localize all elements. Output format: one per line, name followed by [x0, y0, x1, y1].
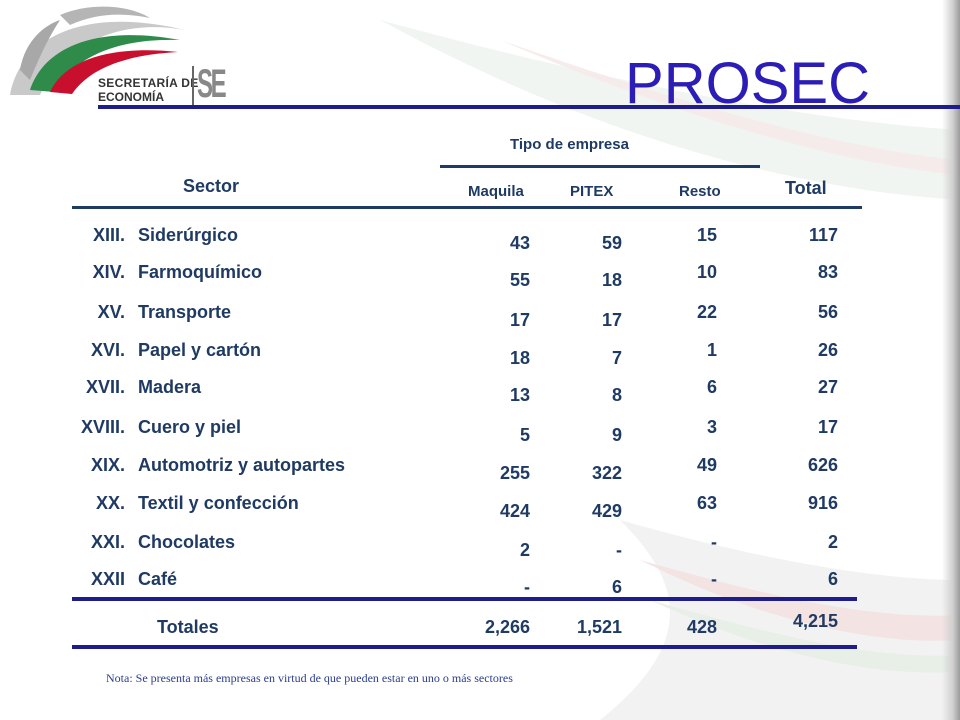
table-row: XX. Textil y confección 424 429 63 916 — [0, 493, 960, 523]
sector-roman-numeral: XIII. — [92, 225, 125, 245]
pitex-value: 9 — [611, 425, 622, 445]
table-row: XVII. Madera 13 8 6 27 — [0, 377, 960, 407]
table-row: XIV. Farmoquímico 55 18 10 83 — [0, 262, 960, 292]
sector-name: Siderúrgico — [138, 225, 239, 245]
table-row: XIII. Siderúrgico 43 59 15 117 — [0, 225, 960, 255]
totals-top-divider — [72, 597, 857, 601]
table-row: XVIII. Cuero y piel 5 9 3 17 — [0, 417, 960, 447]
resto-value: 63 — [696, 493, 717, 513]
maquila-value: 5 — [519, 425, 530, 445]
right-edge-shadow — [942, 0, 960, 720]
table-row: XVI. Papel y cartón 18 7 1 26 — [0, 340, 960, 370]
total-value: 6 — [827, 569, 838, 589]
sector-roman-numeral: XVI. — [90, 340, 125, 360]
maquila-value: 18 — [509, 348, 530, 368]
sector-roman-numeral: XVIII. — [80, 417, 125, 437]
sector-header: Sector — [183, 176, 240, 196]
total-value: 17 — [817, 417, 838, 437]
logo-line-1: SECRETARÍA DE — [98, 76, 199, 90]
pitex-value: 59 — [601, 233, 622, 253]
total-value: 56 — [817, 302, 838, 322]
pitex-value: 18 — [601, 270, 622, 290]
sector-roman-numeral: XXI. — [90, 532, 125, 552]
maquila-value: 17 — [509, 310, 530, 330]
resto-value: - — [711, 532, 717, 552]
pitex-value: 6 — [611, 577, 622, 597]
logo-wordmark: SECRETARÍA DE ECONOMÍA — [98, 76, 199, 104]
sector-name: Café — [138, 569, 178, 589]
resto-value: 3 — [706, 417, 717, 437]
tipo-empresa-header: Tipo de empresa — [510, 136, 629, 153]
sector-name: Transporte — [138, 302, 232, 322]
sector-roman-numeral: XXII — [90, 569, 125, 589]
total-value: 626 — [807, 455, 838, 475]
sector-name: Papel y cartón — [138, 340, 262, 360]
sector-name: Chocolates — [138, 532, 236, 552]
table-row: XIX. Automotriz y autopartes 255 322 49 626 — [0, 455, 960, 485]
footnote: Nota: Se presenta más empresas en virtud… — [106, 671, 513, 685]
resto-value: 10 — [696, 262, 717, 282]
sector-roman-numeral: XV. — [97, 302, 125, 322]
resto-value: 15 — [696, 225, 717, 245]
sector-roman-numeral: XVII. — [85, 377, 125, 397]
pitex-value: - — [616, 540, 622, 560]
resto-value: 6 — [706, 377, 717, 397]
maquila-value: 13 — [509, 385, 530, 405]
title-divider — [98, 105, 960, 109]
resto-header: Resto — [679, 183, 721, 200]
secretaria-economia-logo: SECRETARÍA DE ECONOMÍA SE — [0, 0, 240, 110]
maquila-value: 255 — [499, 463, 530, 483]
pitex-value: 429 — [591, 501, 622, 521]
sector-name: Textil y confección — [138, 493, 299, 513]
total-value: 26 — [817, 340, 838, 360]
table-row: XXII Café - 6 - 6 — [0, 569, 960, 599]
sector-roman-numeral: XIX. — [90, 455, 125, 475]
table-row: XXI. Chocolates 2 - - 2 — [0, 532, 960, 562]
sector-roman-numeral: XX. — [95, 493, 125, 513]
totals-bottom-divider — [72, 645, 857, 649]
maquila-value: 55 — [509, 270, 530, 290]
resto-value: - — [711, 569, 717, 589]
total-header: Total — [785, 178, 827, 198]
total-value: 2 — [827, 532, 838, 552]
resto-value: 22 — [696, 302, 717, 322]
logo-se-mark: SE — [197, 62, 227, 106]
sector-roman-numeral: XIV. — [92, 262, 125, 282]
totals-pitex: 1,521 — [576, 617, 622, 637]
total-value: 27 — [817, 377, 838, 397]
tipo-empresa-divider — [440, 165, 760, 168]
pitex-value: 322 — [591, 463, 622, 483]
maquila-value: 43 — [509, 233, 530, 253]
totals-label: Totales — [157, 617, 219, 637]
totals-row: Totales 2,266 1,521 428 4,215 — [0, 611, 960, 647]
total-value: 117 — [808, 225, 838, 245]
pitex-value: 7 — [611, 348, 622, 368]
total-value: 83 — [817, 262, 838, 282]
maquila-value: 2 — [519, 540, 530, 560]
resto-value: 1 — [706, 340, 717, 360]
pitex-value: 17 — [601, 310, 622, 330]
totals-resto: 428 — [686, 617, 717, 637]
total-value: 916 — [807, 493, 838, 513]
maquila-value: 424 — [499, 501, 530, 521]
eagle-emblem-icon — [10, 6, 185, 95]
resto-value: 49 — [696, 455, 717, 475]
totals-total: 4,215 — [792, 611, 838, 631]
sector-name: Cuero y piel — [138, 417, 242, 437]
logo-line-2: ECONOMÍA — [98, 90, 164, 104]
header-divider — [72, 206, 862, 209]
maquila-header: Maquila — [468, 183, 524, 200]
pitex-header: PITEX — [570, 183, 614, 200]
totals-maquila: 2,266 — [484, 617, 530, 637]
sector-name: Farmoquímico — [138, 262, 263, 282]
maquila-value: - — [524, 577, 530, 597]
sector-name: Madera — [138, 377, 202, 397]
logo-separator — [192, 66, 194, 106]
pitex-value: 8 — [611, 385, 622, 405]
table-row: XV. Transporte 17 17 22 56 — [0, 302, 960, 332]
sector-name: Automotriz y autopartes — [138, 455, 346, 475]
